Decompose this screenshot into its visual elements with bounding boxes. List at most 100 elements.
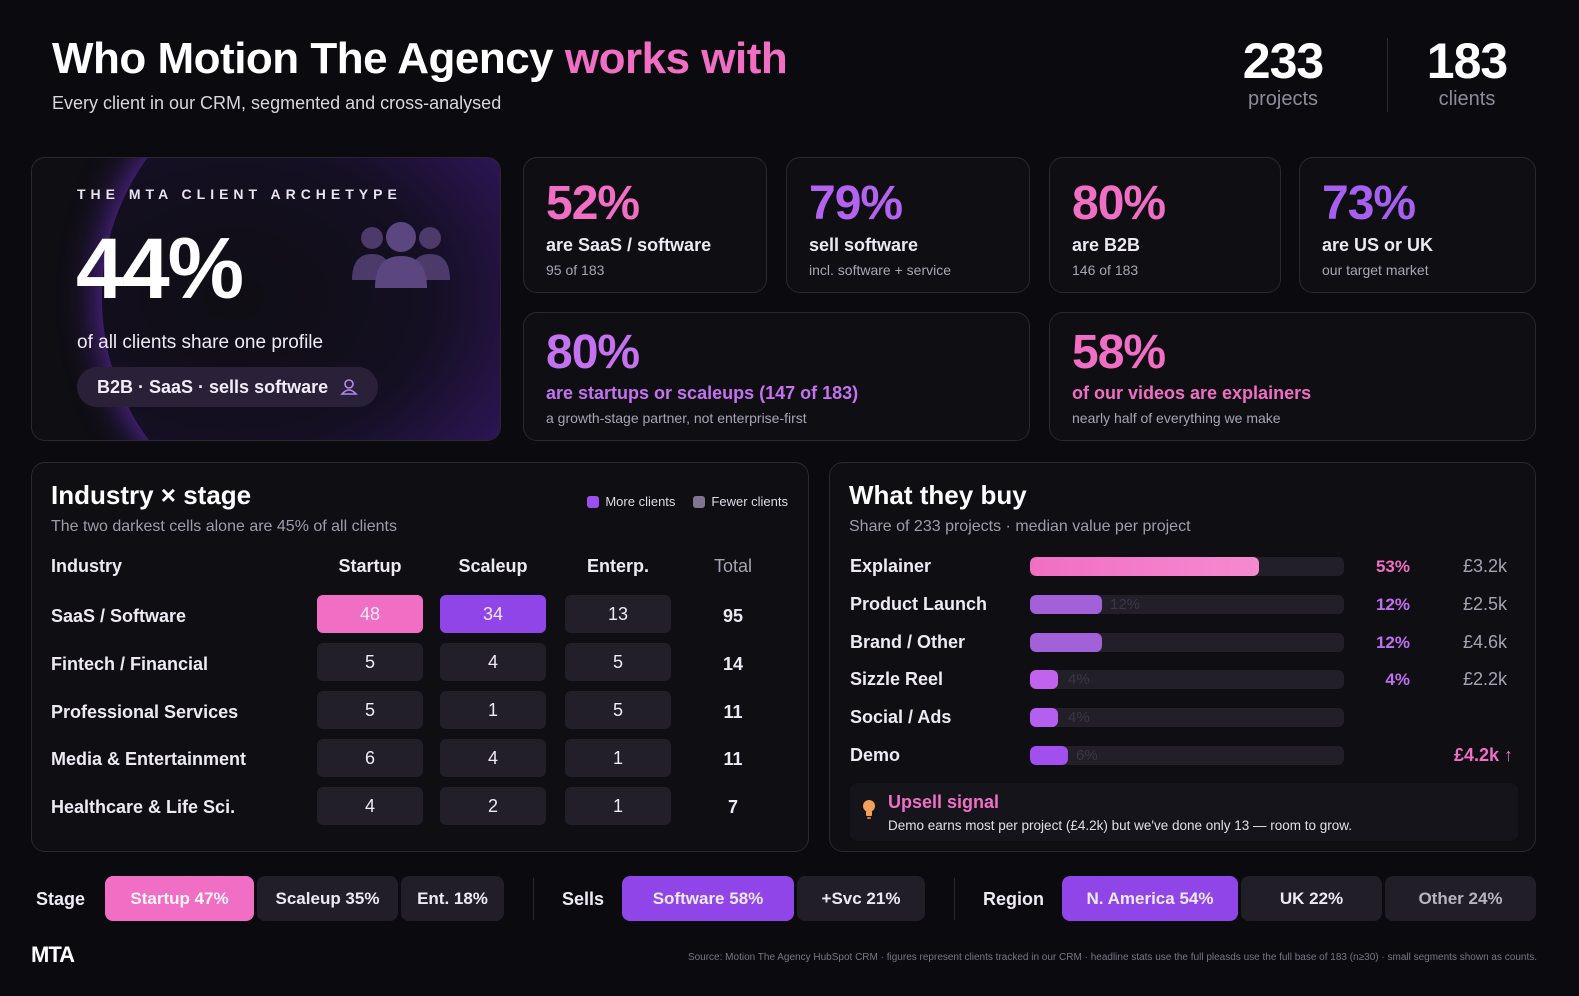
stat-card-wide: 58% of our videos are explainers nearly … [1049,312,1536,441]
archetype-description: of all clients share one profile [77,332,324,353]
table-cell: 48 [317,595,423,633]
table-cell: 34 [440,595,546,633]
stat-percent: 73% [1322,177,1416,230]
stat-percent: 79% [809,177,903,230]
stat-percent: 58% [1072,326,1166,379]
buy-value-highlight: £4.2k ↑ [1453,745,1513,765]
table-cell: 6 [317,739,423,777]
region-segment: UK 22% [1241,876,1382,921]
buy-ghost-label: 4% [1068,709,1090,726]
table-row-label: Media & Entertainment [51,749,247,769]
table-row-label: Fintech / Financial [51,654,209,674]
stat-percent: 52% [546,177,640,230]
sells-segment: Software 58% [622,876,794,921]
region-segment: N. America 54% [1062,876,1238,921]
archetype-value: 44% [76,221,244,317]
table-cell: 5 [317,691,423,729]
table-cell: 1 [440,691,546,729]
kpi-projects: 233 projects [1238,32,1328,111]
buy-row-label: Sizzle Reel [850,669,944,689]
table-cell: 1 [565,739,671,777]
page-subtitle: Every client in our CRM, segmented and c… [52,93,502,113]
buy-percent: 12% [1375,595,1410,614]
stage-label: Stage [36,889,86,909]
stat-headline: are B2B [1072,235,1141,255]
buy-bar-fill [1030,595,1103,614]
page-title: Who Motion The Agency works with [52,34,788,84]
upsell-text: Demo earns most per project (£4.2k) but … [888,818,1353,833]
sells-label: Sells [562,889,605,909]
table-header: Enterp. [586,556,649,576]
table-cell: 13 [565,595,671,633]
buy-subtitle: Share of 233 projects · median value per… [849,518,1191,535]
stat-sub: nearly half of everything we make [1072,410,1281,426]
kpi-label: clients [1438,88,1496,110]
stat-sub: a growth-stage partner, not enterprise-f… [546,410,807,426]
table-header: Scaleup [458,556,528,576]
table-row-label: SaaS / Software [51,606,187,626]
buy-percent: 53% [1375,557,1410,576]
stat-headline: are startups or scaleups (147 of 183) [546,383,859,403]
stage-segment: Scaleup 35% [257,876,398,921]
upsell-callout: Upsell signal Demo earns most per projec… [850,783,1518,841]
table-header: Total [713,556,753,576]
legend-swatch [693,496,706,508]
archetype-profile-pill: B2B · SaaS · sells software [77,367,379,407]
buy-value: £2.2k [1462,669,1507,689]
archetype-profile: B2B · SaaS · sells software [97,376,329,397]
table-cell: 5 [565,691,671,729]
stat-sub: 146 of 183 [1072,262,1139,278]
buy-ghost-label: 4% [1068,671,1090,688]
stat-sub: our target market [1322,262,1429,278]
kpi-divider [1387,38,1388,112]
legend-label: More clients [605,494,676,509]
buy-row-label: Explainer [850,556,932,576]
buy-bar-track: 12% [1030,595,1344,614]
table-header: Industry [51,556,123,576]
stat-card-wide: 80% are startups or scaleups (147 of 183… [523,312,1030,441]
buy-bar-track: 4% [1030,708,1344,727]
what-they-buy-panel: What they buy Share of 233 projects · me… [829,462,1536,852]
buy-bar-track [1030,633,1344,652]
region-segment: Other 24% [1385,876,1536,921]
table-total: 95 [722,606,744,626]
legend-fewer: Fewer clients [693,494,788,509]
source-footnote: Source: Motion The Agency HubSpot CRM · … [687,952,1537,963]
people-group-icon [352,222,450,288]
stat-headline: sell software [809,235,919,255]
stat-card: 52% are SaaS / software 95 of 183 [523,157,767,293]
stat-headline: are SaaS / software [546,235,712,255]
stat-sub: incl. software + service [809,262,951,278]
sells-segment: +Svc 21% [797,876,925,921]
buy-percent: 12% [1375,633,1410,652]
buy-row-label: Product Launch [850,594,988,614]
stat-percent: 80% [1072,177,1166,230]
user-icon [340,379,358,395]
archetype-eyebrow: THE MTA CLIENT ARCHETYPE [77,186,402,202]
archetype-card: THE MTA CLIENT ARCHETYPE 44% of all clie… [31,157,501,441]
buy-bar-track: 4% [1030,670,1344,689]
buy-row-label: Social / Ads [850,707,952,727]
table-cell: 5 [317,643,423,681]
stage-segment: Startup 47% [105,876,254,921]
table-row-label: Professional Services [51,702,239,722]
buy-bar-fill [1030,708,1059,727]
stat-percent: 80% [546,326,640,379]
strip-divider [533,878,534,920]
buy-bar-fill [1030,746,1068,765]
buy-value: £4.6k [1462,632,1507,652]
legend-label: Fewer clients [711,494,788,509]
buy-title: What they buy [849,480,1027,510]
title-accent: works with [564,34,788,83]
industry-subtitle: The two darkest cells alone are 45% of a… [51,518,397,535]
table-cell: 4 [440,643,546,681]
table-total: 11 [723,702,743,722]
kpi-clients: 183 clients [1422,32,1512,111]
legend-swatch [587,496,600,508]
industry-legend: More clients Fewer clients [587,494,788,509]
stat-sub: 95 of 183 [546,262,605,278]
region-label: Region [983,889,1044,909]
buy-row-label: Brand / Other [850,632,966,652]
buy-bar-track: 6% [1030,746,1344,765]
table-total: 11 [723,749,743,769]
